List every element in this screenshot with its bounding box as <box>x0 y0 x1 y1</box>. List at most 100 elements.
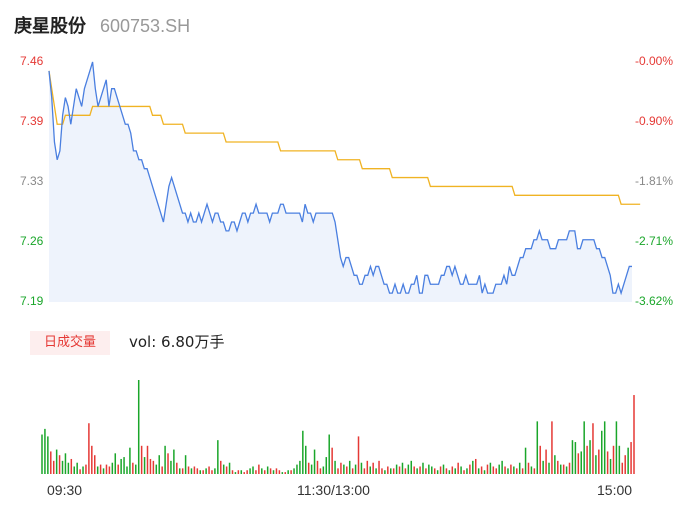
volume-bar <box>428 464 430 474</box>
volume-bar <box>149 458 152 474</box>
volume-bar <box>363 468 366 474</box>
volume-bar <box>492 466 495 474</box>
volume-bar <box>395 464 398 474</box>
volume-bar <box>633 395 635 474</box>
volume-bar <box>129 447 131 474</box>
volume-bar <box>466 468 468 474</box>
volume-bar <box>302 430 304 474</box>
volume-bar <box>586 445 588 474</box>
volume-bar <box>310 464 313 474</box>
volume-bar <box>173 449 175 474</box>
volume-bar <box>589 440 591 474</box>
volume-bar <box>237 470 240 474</box>
volume-bar <box>360 462 363 474</box>
volume-bar <box>410 460 413 474</box>
volume-bar <box>548 462 550 474</box>
volume-bar <box>577 453 580 474</box>
volume-bar <box>263 470 266 474</box>
volume-bar <box>222 464 225 474</box>
volume-bar <box>422 462 424 474</box>
volume-bar <box>58 455 61 474</box>
volume-readout: vol: 6.80万手 <box>129 333 225 351</box>
volume-bar <box>451 466 454 474</box>
volume-bar <box>261 468 263 474</box>
y-left-tick: 7.46 <box>20 54 44 68</box>
volume-bar <box>489 462 492 474</box>
y-right-tick: -2.71% <box>634 234 673 248</box>
volume-bar <box>536 421 539 474</box>
volume-bar <box>354 464 357 474</box>
volume-bar <box>433 468 436 474</box>
volume-bar <box>152 460 155 474</box>
volume-bar <box>601 430 603 474</box>
volume-bar <box>469 464 471 474</box>
volume-bar <box>246 470 248 474</box>
volume-bar <box>164 445 166 474</box>
volume-bar <box>70 458 73 474</box>
volume-bar <box>55 449 58 474</box>
volume-bar <box>603 421 606 474</box>
volume-bar <box>196 468 199 474</box>
price-line <box>48 61 632 296</box>
volume-bar <box>266 466 269 474</box>
volume-bar <box>214 468 216 474</box>
y-left-tick: 7.39 <box>20 114 44 128</box>
volume-bar <box>240 470 243 474</box>
volume-bar <box>205 468 207 474</box>
volume-bar <box>401 462 404 474</box>
volume-bar <box>167 453 169 474</box>
volume-bar <box>111 462 114 474</box>
avg-price-line <box>48 70 641 205</box>
volume-bar <box>287 470 289 474</box>
volume-bar <box>486 464 489 474</box>
y-right-tick: -3.62% <box>634 294 673 308</box>
volume-bar <box>79 469 81 474</box>
volume-bar <box>372 462 374 474</box>
volume-tab-button[interactable]: 日成交量 <box>30 331 110 355</box>
volume-bar <box>202 470 204 474</box>
volume-bar <box>454 468 456 474</box>
volume-bar <box>574 442 577 474</box>
avg-line-layer <box>48 70 641 205</box>
volume-bar <box>161 466 163 474</box>
volume-bar <box>513 466 515 474</box>
volume-bar <box>457 462 459 474</box>
volume-bar <box>143 457 146 474</box>
volume-bar <box>419 466 421 474</box>
volume-bar <box>425 468 427 474</box>
x-tick-close: 15:00 <box>597 482 633 498</box>
volume-bar <box>184 455 187 474</box>
volume-bar <box>94 455 96 474</box>
volume-bar <box>178 468 181 474</box>
volume-bar <box>348 460 351 474</box>
volume-bar <box>225 466 228 474</box>
volume-bar <box>278 470 281 474</box>
volume-bar <box>272 470 275 474</box>
volume-bar <box>630 442 632 474</box>
volume-bar <box>108 466 111 474</box>
volume-bar <box>518 462 521 474</box>
x-tick-open: 09:30 <box>47 482 83 498</box>
x-tick-midday: 11:30/13:00 <box>297 482 370 498</box>
volume-bar <box>67 462 70 474</box>
volume-bar <box>501 460 503 474</box>
volume-bar <box>114 453 117 474</box>
volume-bar <box>565 466 568 474</box>
volume-bar <box>307 462 310 474</box>
volume-bar <box>498 464 500 474</box>
volume-bar <box>387 466 389 474</box>
volume-bar <box>504 466 506 474</box>
volume-bar <box>527 462 530 474</box>
volume-bar <box>606 451 609 474</box>
volume-bar <box>50 451 52 474</box>
stock-name: 庚星股份 <box>14 16 86 37</box>
volume-bar <box>583 421 585 474</box>
volume-bar <box>284 472 286 474</box>
volume-bar <box>615 421 618 474</box>
volume-bar <box>228 462 231 474</box>
volume-bar <box>281 472 284 474</box>
volume-bar <box>530 466 533 474</box>
volume-bar <box>44 428 46 474</box>
volume-bar <box>545 449 547 474</box>
volume-bar <box>366 460 369 474</box>
